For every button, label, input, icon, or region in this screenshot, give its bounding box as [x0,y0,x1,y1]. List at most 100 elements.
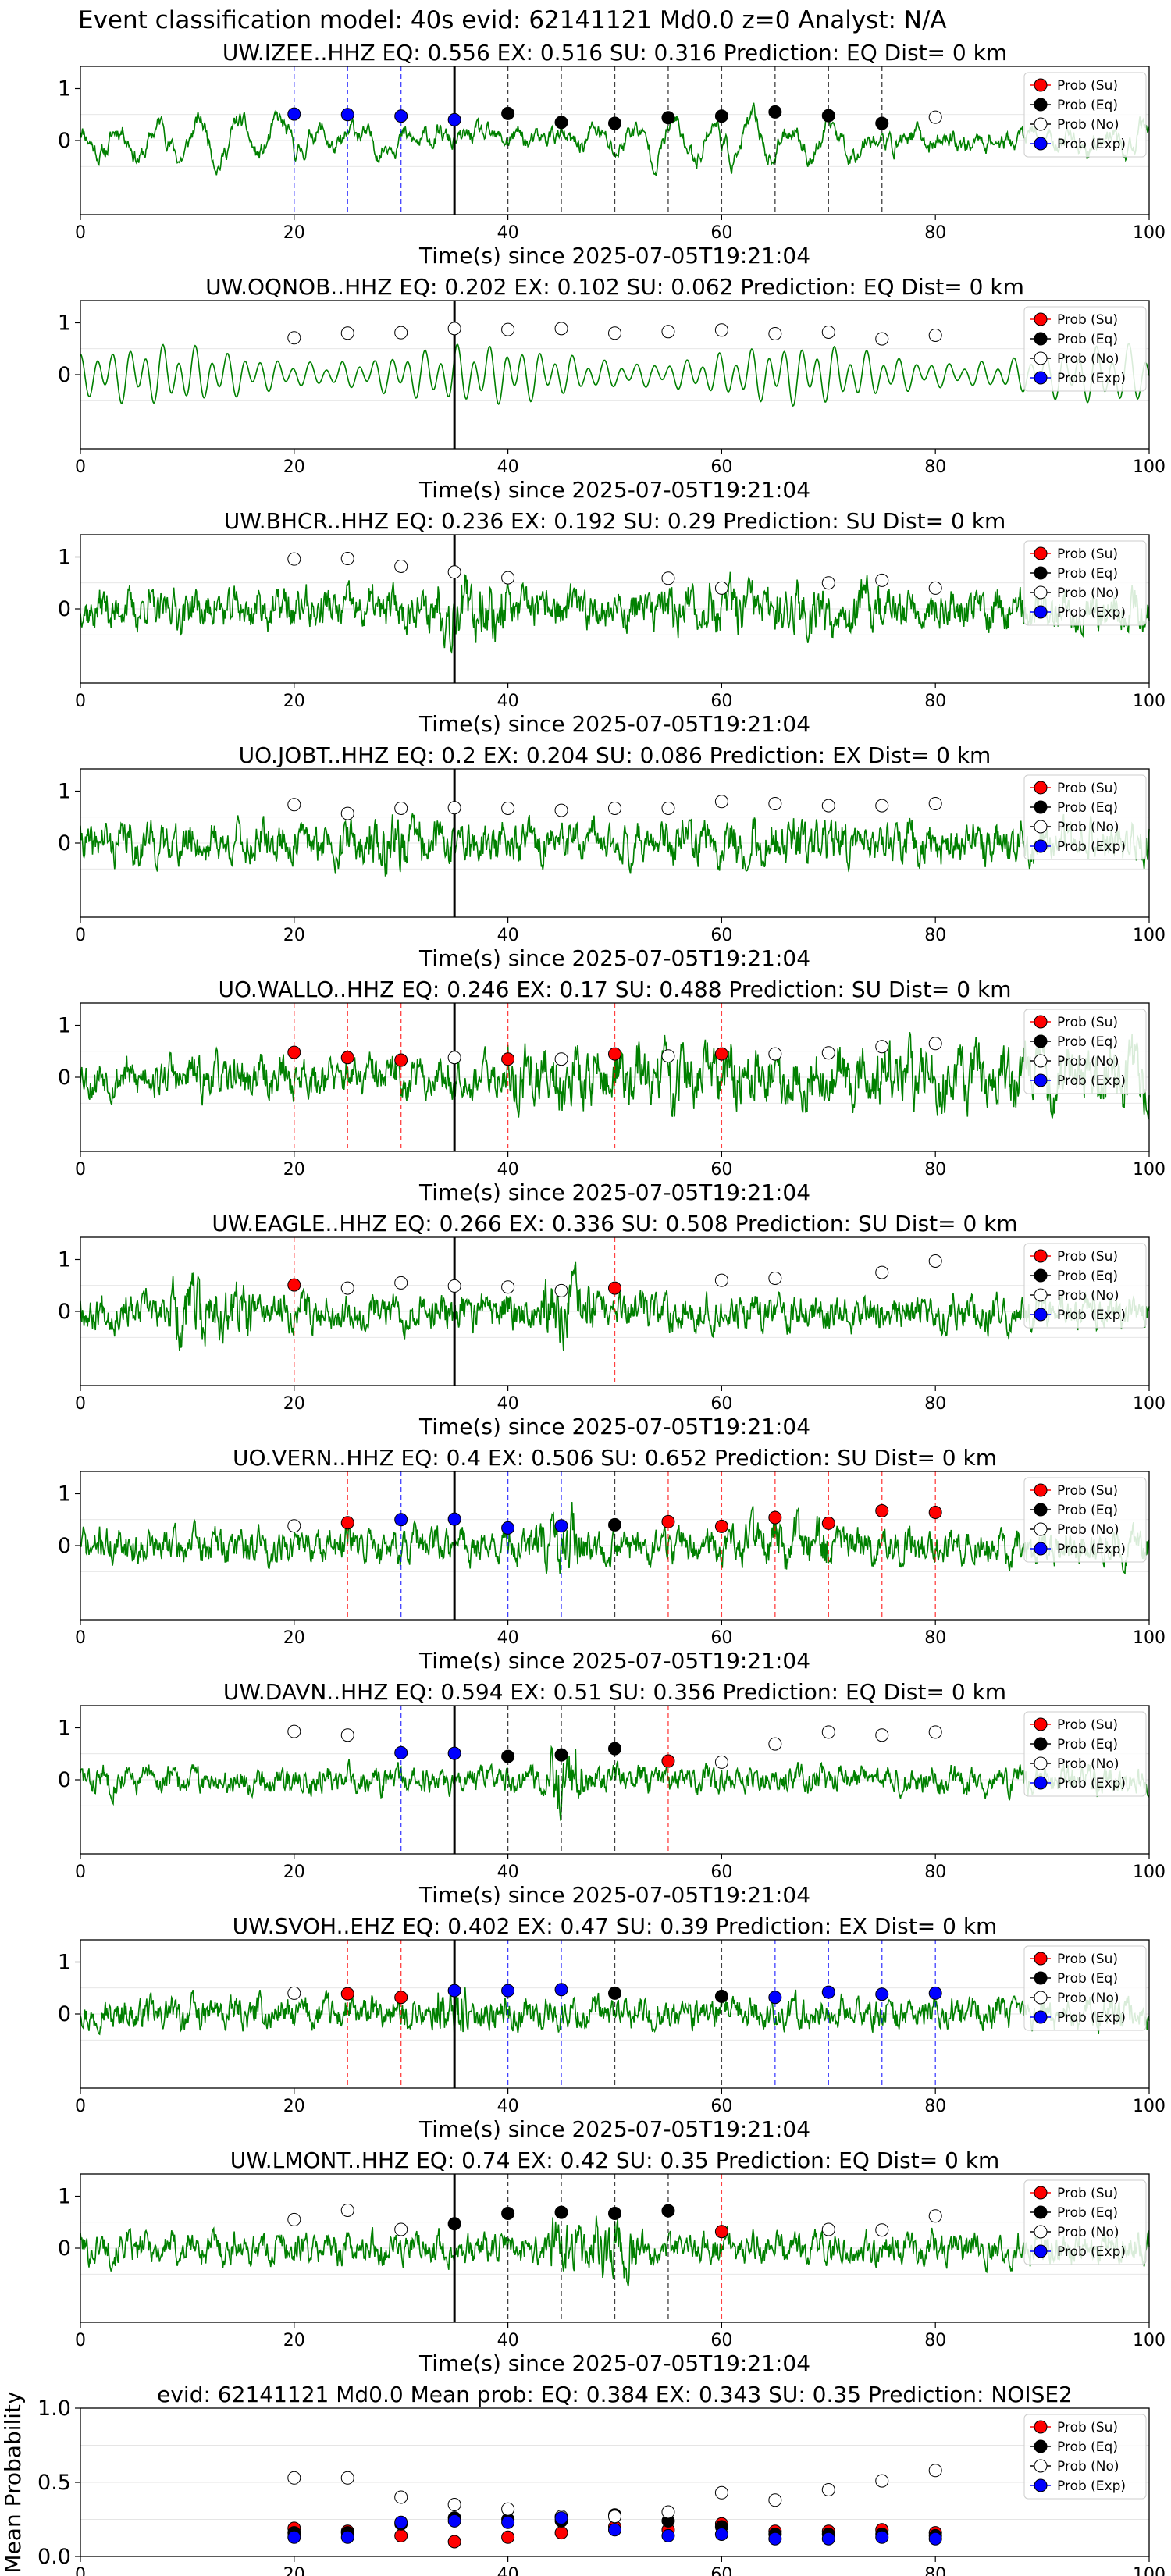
prob-marker-no [394,2222,408,2236]
prob-marker-no [821,325,835,339]
y-tick-label: 0 [58,2236,71,2261]
legend-label-exp: Prob (Exp) [1057,2244,1126,2260]
prob-marker-no [928,1254,942,1268]
prob-marker-no [661,325,675,339]
prob-marker-su [340,1051,354,1065]
prob-marker-exp [554,1519,568,1533]
prob-marker-no [554,1283,568,1297]
prob-marker-eq [608,1986,621,2000]
x-tick-label: 0 [75,1628,86,1648]
x-axis-label: Time(s) since 2025-07-05T19:21:04 [418,1648,810,1674]
prob-marker-su [821,1516,835,1530]
legend-label-su: Prob (Su) [1057,2186,1118,2201]
legend-marker-no [1034,351,1048,365]
legend-marker-no [1034,1522,1048,1536]
legend-marker-exp [1034,1776,1048,1790]
x-tick-label: 0 [75,457,86,477]
mean-marker-no [928,2464,942,2478]
mean-marker-exp [661,2528,675,2542]
prob-marker-eq [554,1748,568,1762]
x-tick-label: 60 [710,223,732,243]
legend-marker-su [1034,546,1048,560]
x-axis-label: Time(s) since 2025-07-05T19:21:04 [418,1179,810,1205]
prob-marker-no [287,798,301,812]
x-tick-label: 100 [1133,2097,1166,2116]
legend-label-no: Prob (No) [1057,585,1119,601]
legend-label-exp: Prob (Exp) [1057,605,1126,621]
legend-box [1023,1009,1147,1094]
prob-marker-eq [501,2206,515,2220]
legend-label-no: Prob (No) [1057,351,1119,367]
x-tick-label: 20 [283,1160,305,1179]
legend-label-no: Prob (No) [1057,117,1119,133]
panel-title: UO.VERN..HHZ EQ: 0.4 EX: 0.506 SU: 0.652… [233,1445,997,1471]
panel-title: UW.DAVN..HHZ EQ: 0.594 EX: 0.51 SU: 0.35… [223,1679,1006,1705]
station-panel: 0 20 40 60 80 100 1 0 UW.DAVN..HHZ EQ: 0.594 EX:… [58,1679,1166,1908]
mean-marker-exp [394,2515,408,2529]
legend-marker-eq [1034,1503,1048,1517]
x-tick-label: 100 [1133,2565,1166,2576]
prob-marker-eq [608,116,621,130]
prob-marker-eq [554,2205,568,2219]
x-tick-label: 20 [283,2565,305,2576]
legend-marker-no [1034,1054,1048,1068]
prob-marker-no [501,322,515,336]
prob-marker-no [447,801,461,815]
x-tick-label: 60 [710,457,732,477]
prob-marker-su [287,1278,301,1292]
x-axis-label: Time(s) since 2025-07-05T19:21:04 [418,477,810,503]
legend-marker-exp [1034,1073,1048,1087]
x-tick-label: 80 [924,1628,946,1648]
y-tick-label: 1 [58,2185,71,2209]
legend-label-exp: Prob (Exp) [1057,371,1126,386]
legend-marker-eq [1034,566,1048,580]
legend-marker-no [1034,2459,1048,2473]
prob-marker-su [714,2225,728,2239]
legend-marker-exp [1034,605,1048,619]
panel-title: UW.BHCR..HHZ EQ: 0.236 EX: 0.192 SU: 0.2… [224,508,1005,534]
prob-marker-exp [501,1984,515,1998]
mean-marker-su [501,2530,515,2544]
prob-marker-eq [875,116,889,130]
prob-marker-exp [768,1991,782,2005]
y-tick-label: 1 [58,1248,71,1272]
legend-box [1023,72,1147,158]
panel-title: UW.EAGLE..HHZ EQ: 0.266 EX: 0.336 SU: 0.… [212,1211,1017,1236]
legend-label-eq: Prob (Eq) [1057,1971,1118,1987]
prob-marker-no [661,1049,675,1063]
waveform-trace [80,813,1150,877]
prob-marker-no [768,796,782,810]
x-axis-label: Time(s) since 2025-07-05T19:21:04 [418,1414,810,1439]
prob-marker-no [447,565,461,579]
legend-marker-eq [1034,800,1048,814]
legend-marker-su [1034,312,1048,326]
x-tick-label: 100 [1133,692,1166,711]
prob-marker-exp [447,1746,461,1760]
legend-marker-su [1034,1717,1048,1731]
x-tick-label: 60 [710,2565,732,2576]
prob-marker-no [875,1728,889,1742]
x-tick-label: 80 [924,2097,946,2116]
mean-marker-no [340,2471,354,2485]
x-tick-label: 20 [283,1863,305,1882]
prob-marker-no [768,1737,782,1751]
x-tick-label: 0 [75,2097,86,2116]
legend-label-eq: Prob (Eq) [1057,1503,1118,1518]
prob-marker-su [768,1510,782,1525]
waveform-trace [80,1261,1150,1352]
legend-box [1023,2414,1147,2500]
x-tick-label: 40 [497,1628,519,1648]
x-tick-label: 100 [1133,1394,1166,1414]
prob-marker-no [768,1047,782,1061]
prob-marker-no [768,1271,782,1285]
prob-marker-no [501,571,515,585]
y-tick-label: 0.5 [37,2471,71,2495]
y-tick-label: 0.0 [37,2545,71,2569]
mean-marker-exp [821,2532,835,2546]
y-tick-label: 1 [58,546,71,570]
prob-marker-no [661,801,675,815]
prob-marker-no [447,1051,461,1065]
mean-marker-no [608,2510,621,2524]
prob-marker-su [661,1754,675,1768]
y-tick-label: 0 [58,1300,71,1324]
